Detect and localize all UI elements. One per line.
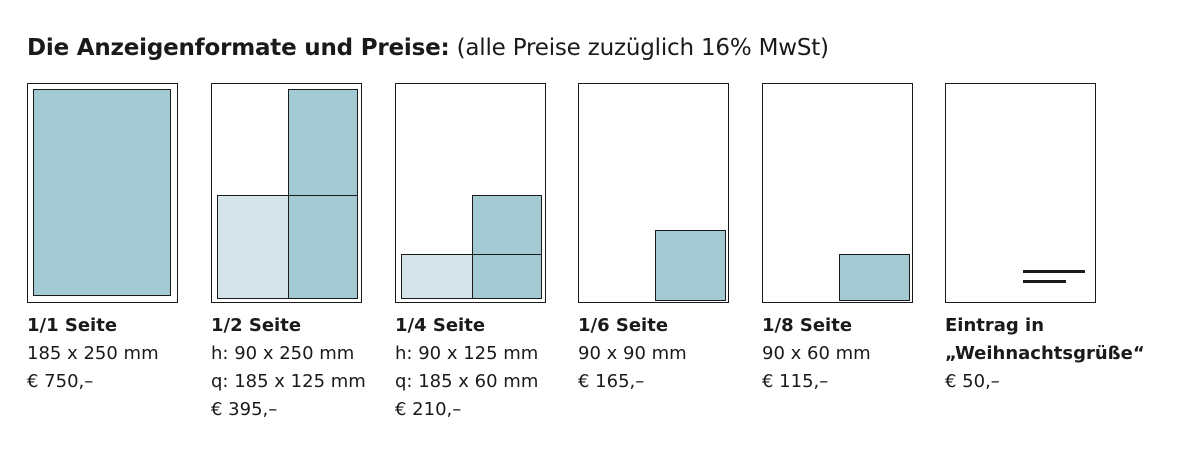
- ad-area-half-horizontal-outline: [217, 195, 358, 299]
- page-diagram: [211, 83, 362, 303]
- format-name: 1/8 Seite: [762, 315, 853, 336]
- format-name: 1/1 Seite: [27, 315, 118, 336]
- format-price: € 50,–: [945, 371, 1000, 392]
- format-size-vertical: h: 90 x 125 mm: [395, 343, 539, 364]
- format-price: € 395,–: [211, 399, 278, 420]
- format-quarter-page: 1/4 Seite h: 90 x 125 mm q: 185 x 60 mm …: [395, 83, 555, 424]
- ad-area-half-vertical: [288, 89, 358, 299]
- format-sixth-page: 1/6 Seite 90 x 90 mm € 165,–: [578, 83, 738, 396]
- ad-area-quarter-horizontal-outline: [401, 254, 542, 299]
- ad-area-full: [33, 89, 171, 296]
- format-name: 1/6 Seite: [578, 315, 669, 336]
- page-diagram: [27, 83, 178, 303]
- format-eighth-page: 1/8 Seite 90 x 60 mm € 115,–: [762, 83, 922, 396]
- format-price: € 750,–: [27, 371, 94, 392]
- entry-line-icon: [1023, 270, 1085, 273]
- format-label: 1/2 Seite h: 90 x 250 mm q: 185 x 125 mm…: [211, 312, 371, 424]
- ad-area-eighth: [839, 254, 910, 301]
- format-size-horizontal: q: 185 x 60 mm: [395, 371, 539, 392]
- title-bold: Die Anzeigenformate und Preise:: [27, 35, 450, 61]
- ad-area-half-horizontal: [217, 195, 288, 299]
- format-name: 1/2 Seite: [211, 315, 302, 336]
- title-note: (alle Preise zuzüglich 16% MwSt): [456, 35, 829, 61]
- format-size-vertical: h: 90 x 250 mm: [211, 343, 355, 364]
- format-name: 1/4 Seite: [395, 315, 486, 336]
- format-price: € 210,–: [395, 399, 462, 420]
- ad-area-sixth: [655, 230, 726, 301]
- ad-area-quarter-vertical: [472, 195, 542, 299]
- page-diagram: [395, 83, 546, 303]
- format-label: Eintrag in „Weihnachtsgrüße“ € 50,–: [945, 312, 1145, 396]
- format-name-line2: „Weihnachtsgrüße“: [945, 343, 1145, 364]
- format-label: 1/6 Seite 90 x 90 mm € 165,–: [578, 312, 738, 396]
- format-price: € 115,–: [762, 371, 829, 392]
- format-name-line1: Eintrag in: [945, 315, 1045, 336]
- format-label: 1/4 Seite h: 90 x 125 mm q: 185 x 60 mm …: [395, 312, 555, 424]
- ad-area-quarter-horizontal: [401, 254, 472, 299]
- format-full-page: 1/1 Seite 185 x 250 mm € 750,–: [27, 83, 187, 396]
- format-size: 185 x 250 mm: [27, 343, 159, 364]
- format-price: € 165,–: [578, 371, 645, 392]
- page-title: Die Anzeigenformate und Preise: (alle Pr…: [27, 33, 829, 63]
- format-label: 1/8 Seite 90 x 60 mm € 115,–: [762, 312, 922, 396]
- format-label: 1/1 Seite 185 x 250 mm € 750,–: [27, 312, 187, 396]
- entry-line-icon: [1023, 280, 1066, 283]
- format-size: 90 x 60 mm: [762, 343, 871, 364]
- format-size-horizontal: q: 185 x 125 mm: [211, 371, 366, 392]
- page-diagram: [762, 83, 913, 303]
- format-size: 90 x 90 mm: [578, 343, 687, 364]
- page-diagram: [945, 83, 1096, 303]
- page-diagram: [578, 83, 729, 303]
- format-half-page: 1/2 Seite h: 90 x 250 mm q: 185 x 125 mm…: [211, 83, 371, 424]
- format-greeting-entry: Eintrag in „Weihnachtsgrüße“ € 50,–: [945, 83, 1145, 396]
